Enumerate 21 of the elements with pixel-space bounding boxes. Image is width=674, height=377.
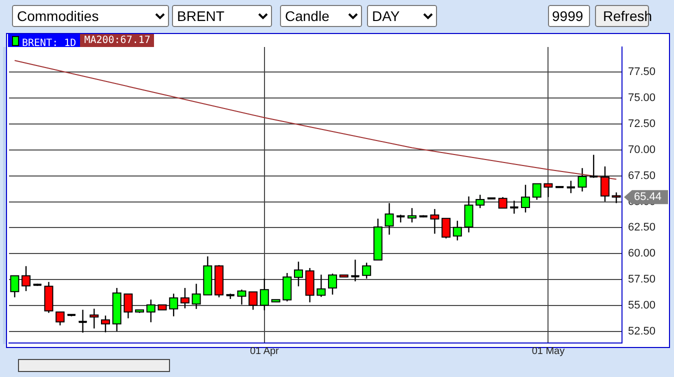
y-tick-label: 70.00 (628, 144, 656, 156)
legend-label: BRENT: 1D (8, 34, 80, 49)
text: MA200:67.17 (80, 34, 154, 47)
text: DAY (367, 5, 437, 27)
x-tick-label: 01 May (532, 346, 565, 357)
text: 9999 (548, 5, 590, 27)
x-tick-label: 01 Apr (250, 346, 280, 357)
y-tick-label: 60.00 (628, 248, 656, 260)
text: BRENT (172, 5, 272, 27)
y-tick-label: 77.50 (628, 66, 656, 78)
y-tick-label: 75.00 (628, 92, 656, 104)
y-tick-label: 62.50 (628, 222, 656, 234)
y-tick-label: 52.50 (628, 326, 656, 338)
annotation: 65.44 (634, 191, 662, 204)
y-tick-label: 57.50 (628, 274, 656, 286)
y-tick-label: 67.50 (628, 170, 656, 182)
text: Commodities (12, 5, 169, 27)
text: Candle (280, 5, 362, 27)
y-tick-label: 55.00 (628, 300, 656, 312)
y-tick-label: 72.50 (628, 118, 656, 130)
text: Refresh (602, 7, 652, 26)
